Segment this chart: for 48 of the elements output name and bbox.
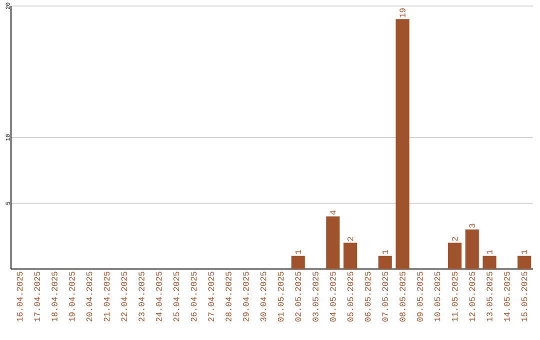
x-tick-label: 01.05.2025	[278, 272, 284, 322]
bar	[344, 242, 358, 269]
x-tick-label: 10.05.2025	[434, 272, 440, 322]
x-tick-label: 06.05.2025	[364, 272, 371, 322]
bar	[326, 216, 340, 269]
x-tick-label: 17.04.2025	[34, 272, 40, 322]
data-label: 3	[469, 224, 475, 228]
bar	[448, 242, 462, 269]
x-tick-label: 14.05.2025	[504, 272, 510, 322]
data-label: 4	[330, 210, 336, 215]
bar	[378, 256, 392, 269]
bar	[465, 230, 479, 269]
x-tick-label: 11.05.2025	[452, 272, 458, 322]
x-tick-label: 30.04.2025	[260, 272, 266, 322]
x-tick-label: 25.04.2025	[173, 272, 180, 322]
bar	[482, 256, 496, 269]
x-tick-label: 02.05.2025	[295, 272, 301, 322]
x-tick-label: 23.04.2025	[138, 272, 144, 322]
x-tick-label: 07.05.2025	[382, 272, 388, 322]
x-tick-label: 26.04.2025	[190, 272, 197, 322]
x-tick-label: 08.05.2025	[400, 272, 406, 322]
bar	[291, 256, 305, 269]
x-tick-label: 28.04.2025	[226, 272, 232, 322]
data-label: 19	[400, 8, 406, 18]
x-tick-label: 15.05.2025	[521, 272, 528, 322]
x-tick-label: 18.04.2025	[52, 272, 58, 322]
x-tick-label: 13.05.2025	[486, 272, 492, 322]
data-label: 1	[295, 250, 301, 254]
x-tick-label: 19.04.2025	[69, 272, 75, 322]
data-label: 2	[347, 237, 354, 241]
x-tick-label: 05.05.2025	[347, 272, 354, 322]
x-tick-label: 03.05.2025	[312, 272, 318, 322]
data-label: 1	[382, 250, 388, 254]
x-tick-label: 04.05.2025	[330, 272, 336, 322]
x-tick-label: 21.04.2025	[104, 272, 110, 322]
x-tick-label: 24.04.2025	[156, 272, 162, 322]
x-tick-label: 12.05.2025	[469, 272, 475, 322]
data-label: 1	[522, 250, 528, 254]
data-label: 1	[486, 250, 492, 254]
bar	[396, 19, 410, 269]
x-tick-label: 09.05.2025	[417, 272, 423, 322]
x-tick-label: 16.04.2025	[16, 272, 23, 322]
x-tick-label: 29.04.2025	[243, 272, 249, 322]
x-tick-label: 27.04.2025	[208, 272, 214, 322]
data-label: 2	[452, 237, 458, 241]
x-tick-label: 20.04.2025	[86, 272, 92, 322]
x-tick-label: 22.04.2025	[121, 272, 127, 322]
bar	[518, 256, 532, 269]
